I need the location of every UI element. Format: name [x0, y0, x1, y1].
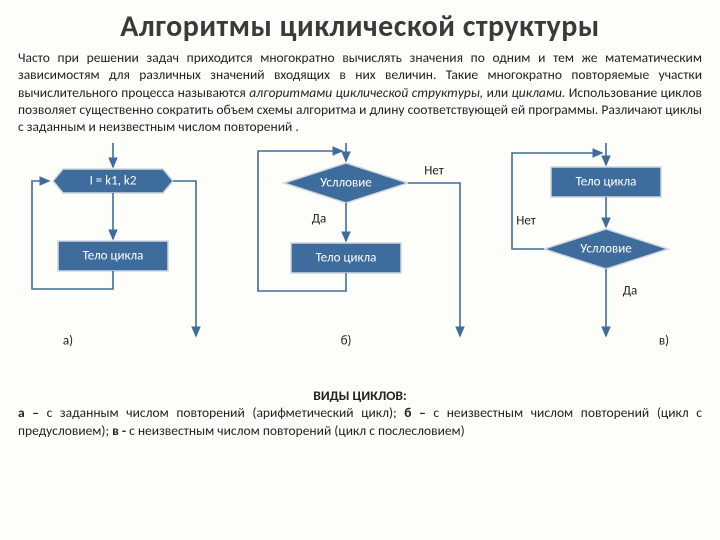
types-a: с заданным числом повторений (арифметиче… — [47, 404, 405, 421]
types-text: а – с заданным числом повторений (арифме… — [18, 404, 702, 439]
types-a-lbl: а – — [18, 404, 39, 421]
diagram-b: Услловие Да Тело цикла Нет б) — [258, 143, 460, 349]
flowchart-svg: I = k1, k2 Тело цикла а) Услловие Да Тел… — [18, 141, 702, 381]
b-body-label: Тело цикла — [316, 251, 377, 266]
types-c-lbl: в - — [112, 422, 126, 439]
types-b-lbl: б – — [404, 404, 426, 421]
b-cond-label: Услловие — [320, 176, 371, 191]
types-heading: ВИДЫ ЦИКЛОВ: — [18, 387, 702, 404]
c-cond-label: Услловие — [580, 242, 631, 257]
b-caption: б) — [341, 334, 352, 349]
page-title: Алгоритмы циклической структуры — [18, 8, 702, 45]
a-block1-label: I = k1, k2 — [90, 174, 137, 189]
a-body-label: Тело цикла — [83, 249, 144, 264]
intro-paragraph: Часто при решении задач приходится много… — [18, 49, 702, 135]
b-no-label: Нет — [424, 164, 444, 179]
diagram-a: I = k1, k2 Тело цикла а) — [32, 143, 196, 349]
c-body-label: Тело цикла — [576, 175, 637, 190]
c-caption: в) — [659, 334, 669, 349]
flowchart-region: I = k1, k2 Тело цикла а) Услловие Да Тел… — [18, 141, 702, 381]
p-seg3: или — [483, 84, 511, 101]
c-no-label: Нет — [516, 214, 536, 229]
p-seg4-em: циклами. — [512, 84, 566, 101]
p-seg2-em: алгоритмами циклической структуры, — [249, 84, 483, 101]
c-yes-label: Да — [623, 284, 638, 299]
diagram-c: Тело цикла Услловие Нет Да в) — [512, 143, 669, 349]
types-c: с неизвестным числом повторений (цикл с … — [129, 422, 465, 439]
a-caption: а) — [63, 334, 73, 349]
b-yes-label: Да — [312, 212, 327, 227]
